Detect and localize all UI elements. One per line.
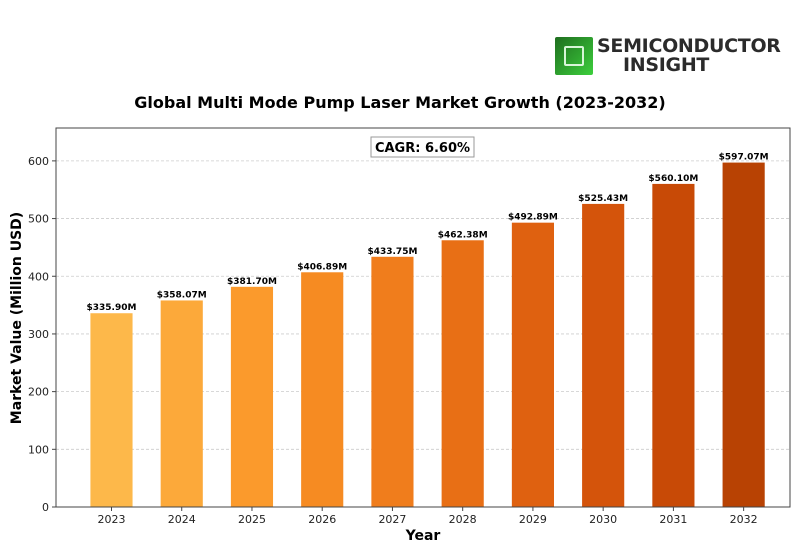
y-tick-label: 500 <box>28 213 49 226</box>
bar-2023 <box>90 313 133 507</box>
y-tick-label: 200 <box>28 386 49 399</box>
y-tick-label: 400 <box>28 270 49 283</box>
x-tick-label: 2023 <box>97 513 125 526</box>
y-tick-label: 300 <box>28 328 49 341</box>
bar-value-label: $433.75M <box>367 247 417 257</box>
data-labels: $335.90M $358.07M $381.70M $406.89M $433.75M… <box>87 153 769 314</box>
y-ticks: 0 100 200 300 400 500 600 <box>28 155 56 514</box>
bar-2026 <box>301 272 344 507</box>
plot-frame <box>55 127 791 508</box>
brand-name-line2: INSIGHT <box>623 54 710 76</box>
bar-2032 <box>722 162 765 508</box>
bars <box>90 162 765 508</box>
microchip-icon <box>555 37 593 75</box>
x-tick-label: 2030 <box>589 513 617 526</box>
x-tick-label: 2024 <box>168 513 196 526</box>
bar-2031 <box>652 183 695 507</box>
bar-2024 <box>160 300 203 507</box>
bar-value-label: $492.89M <box>508 213 558 223</box>
bar-value-label: $335.90M <box>87 303 137 313</box>
y-axis-title: Market Value (Million USD) <box>9 212 25 424</box>
axes <box>55 127 791 508</box>
bar-value-label: $358.07M <box>157 290 207 300</box>
cagr-box-border <box>370 136 475 158</box>
bar-2029 <box>511 222 554 507</box>
y-tick-label: 100 <box>28 443 49 456</box>
chart-title: Global Multi Mode Pump Laser Market Grow… <box>134 93 666 112</box>
bar-2030 <box>582 203 625 507</box>
bar-2025 <box>230 286 274 507</box>
bar-2027 <box>371 256 414 507</box>
bar-value-label: $406.89M <box>297 262 347 272</box>
y-tick-label: 0 <box>42 501 49 514</box>
bar-value-label: $560.10M <box>648 174 698 184</box>
bar-value-label: $462.38M <box>438 230 488 240</box>
x-tick-label: 2027 <box>378 513 406 526</box>
x-ticks: 2023 2024 2025 2026 2027 2028 2029 2030 2031 2032 <box>97 507 758 526</box>
x-tick-label: 2031 <box>659 513 687 526</box>
x-tick-label: 2029 <box>519 513 547 526</box>
brand-logo: SEMICONDUCTOR INSIGHT <box>555 35 781 77</box>
bar-value-label: $597.07M <box>719 153 769 163</box>
bar-value-label: $525.43M <box>578 194 628 204</box>
bar-value-label: $381.70M <box>227 277 277 287</box>
x-tick-label: 2028 <box>449 513 477 526</box>
x-tick-label: 2032 <box>730 513 758 526</box>
x-tick-label: 2025 <box>238 513 266 526</box>
y-tick-label: 600 <box>28 155 49 168</box>
brand-name-line1: SEMICONDUCTOR <box>597 35 781 57</box>
cagr-annotation: CAGR: 6.60% <box>370 136 475 158</box>
x-tick-label: 2026 <box>308 513 336 526</box>
cagr-text: CAGR: 6.60% <box>375 141 470 156</box>
x-axis-title: Year <box>405 528 441 544</box>
bar-2028 <box>441 240 484 507</box>
